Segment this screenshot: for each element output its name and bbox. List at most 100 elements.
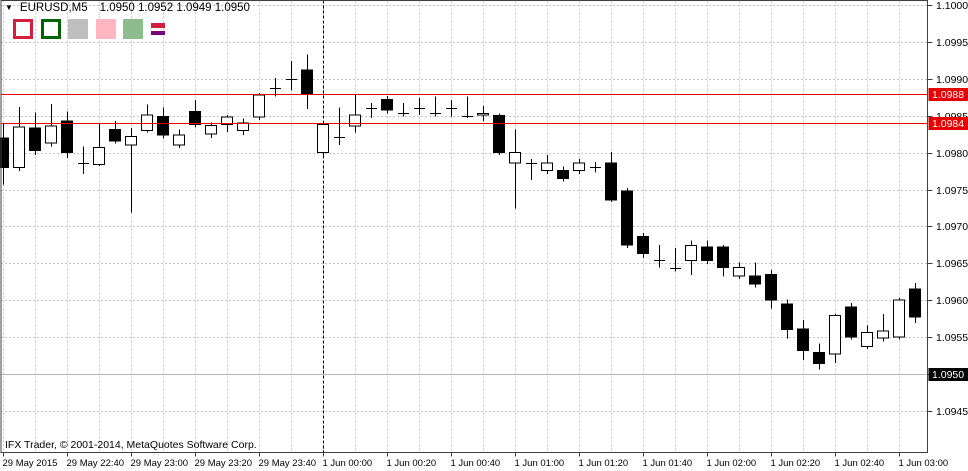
candle <box>621 188 633 248</box>
svg-text:1.0988: 1.0988 <box>932 89 964 101</box>
candle <box>526 159 537 180</box>
candle <box>237 118 249 135</box>
svg-text:1 Jun 02:20: 1 Jun 02:20 <box>771 458 821 469</box>
svg-text:29 May 23:20: 29 May 23:20 <box>195 458 253 469</box>
candle <box>654 244 665 268</box>
svg-text:1.0945: 1.0945 <box>936 406 968 418</box>
candle <box>765 269 777 309</box>
candle <box>45 103 57 147</box>
candle <box>286 61 297 91</box>
candle <box>573 159 585 175</box>
svg-text:1 Jun 00:20: 1 Jun 00:20 <box>387 458 437 469</box>
candle <box>557 166 569 182</box>
price-axis[interactable]: 1.10001.09951.09901.09851.09801.09751.09… <box>927 0 968 418</box>
green-fill-swatch[interactable] <box>123 19 143 39</box>
candle <box>253 92 265 121</box>
svg-text:1.1000: 1.1000 <box>936 0 968 12</box>
gray-fill-swatch[interactable] <box>68 19 88 39</box>
pink-fill-swatch[interactable] <box>95 19 116 39</box>
red-outline-rectangle-swatch[interactable] <box>13 19 33 39</box>
svg-text:29 May 23:00: 29 May 23:00 <box>131 458 189 469</box>
candle <box>493 113 505 155</box>
candle <box>414 97 425 115</box>
title-symbol: EURUSD,M5 <box>19 2 88 14</box>
svg-text:1 Jun 02:40: 1 Jun 02:40 <box>835 458 885 469</box>
candle <box>189 100 201 128</box>
red-purple-bars-swatch[interactable] <box>150 19 165 39</box>
svg-text:1 Jun 01:20: 1 Jun 01:20 <box>579 458 629 469</box>
svg-text:1 Jun 00:40: 1 Jun 00:40 <box>451 458 501 469</box>
candle <box>349 95 361 133</box>
grid <box>1 0 928 453</box>
candle <box>13 106 25 172</box>
candle <box>909 283 921 324</box>
candle <box>845 303 857 340</box>
candle <box>861 325 873 349</box>
svg-text:1.0975: 1.0975 <box>936 185 968 197</box>
candle <box>733 262 745 279</box>
candle <box>270 78 281 97</box>
svg-text:29 May 2015: 29 May 2015 <box>3 458 58 469</box>
candle <box>173 129 185 149</box>
candles <box>0 54 921 370</box>
candle <box>701 240 713 265</box>
candle <box>78 146 89 175</box>
candle <box>797 320 809 360</box>
candle <box>398 103 409 117</box>
svg-text:1.0950: 1.0950 <box>932 369 964 381</box>
candle <box>509 129 521 209</box>
candle <box>462 96 473 118</box>
svg-text:1.0980: 1.0980 <box>936 148 968 160</box>
candle <box>670 247 681 272</box>
candle <box>477 106 489 121</box>
candle <box>685 240 697 276</box>
candle <box>605 151 617 203</box>
candle <box>446 100 457 117</box>
candle <box>334 107 345 146</box>
candle <box>61 111 73 158</box>
time-axis[interactable]: 29 May 2015 29 May 22:40 29 May 23:00 29 Ma… <box>3 452 949 470</box>
candle <box>717 244 729 277</box>
candle <box>109 120 121 144</box>
svg-text:1.0965: 1.0965 <box>936 258 968 270</box>
candle <box>93 123 105 166</box>
candle <box>637 233 649 259</box>
bar-icon <box>150 30 165 35</box>
candle <box>749 262 761 288</box>
candle <box>430 96 441 117</box>
svg-text:1 Jun 01:40: 1 Jun 01:40 <box>643 458 693 469</box>
candle <box>0 123 9 185</box>
candle <box>301 54 313 110</box>
candle <box>829 314 841 363</box>
candle <box>29 112 41 155</box>
copyright-label: IFX Trader, © 2001-2014, MetaQuotes Soft… <box>5 439 257 451</box>
object-swatch-row <box>13 19 165 39</box>
candle <box>813 343 825 370</box>
svg-text:29 May 22:40: 29 May 22:40 <box>67 458 125 469</box>
candle <box>381 95 393 114</box>
candle <box>781 299 793 339</box>
title-ohlc-quotes: 1.0950 1.0952 1.0949 1.0950 <box>99 2 250 14</box>
candle <box>893 297 905 340</box>
green-outline-rectangle-swatch[interactable] <box>40 19 61 39</box>
candle <box>877 314 889 342</box>
svg-text:1 Jun 02:00: 1 Jun 02:00 <box>707 458 757 469</box>
chart-title: ▼ EURUSD,M5 1.0950 1.0952 1.0949 1.0950 <box>5 2 250 14</box>
plot-frame <box>0 0 928 453</box>
candle <box>205 122 217 138</box>
svg-text:1 Jun 03:00: 1 Jun 03:00 <box>899 458 949 469</box>
svg-text:1.0960: 1.0960 <box>936 295 968 307</box>
svg-text:1.0990: 1.0990 <box>936 74 968 86</box>
svg-text:1 Jun 01:00: 1 Jun 01:00 <box>515 458 565 469</box>
one-click-trading-arrow-icon[interactable]: ▼ <box>5 3 13 12</box>
candle <box>317 122 329 158</box>
bar-icon <box>150 23 165 28</box>
candle <box>541 154 553 175</box>
svg-text:1.0970: 1.0970 <box>936 221 968 233</box>
svg-text:1.0955: 1.0955 <box>936 332 968 344</box>
candle <box>125 128 137 213</box>
price-badges: 1.0988 1.0984 1.0950 <box>928 88 968 381</box>
svg-text:1.0995: 1.0995 <box>936 37 968 49</box>
price-lines <box>1 94 928 375</box>
